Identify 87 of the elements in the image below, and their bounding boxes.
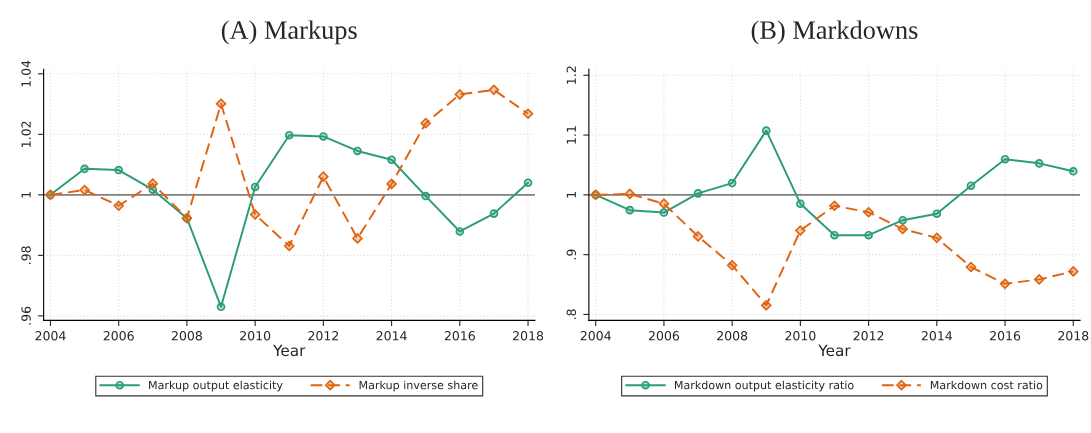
point	[830, 230, 839, 240]
x-axis-title: Year	[818, 344, 851, 357]
y-tick-label: .8	[566, 309, 577, 320]
x-axis-title: Year	[273, 344, 306, 357]
point	[284, 130, 294, 140]
point	[625, 205, 635, 215]
point	[829, 200, 840, 211]
point	[761, 126, 771, 135]
point	[387, 155, 396, 165]
point	[455, 227, 465, 236]
point	[216, 302, 226, 312]
x-tick-label: 2012	[853, 331, 884, 341]
x-tick-label: 2010	[240, 331, 271, 341]
point	[658, 198, 670, 209]
point	[898, 215, 908, 225]
y-tick-label: 1.04	[21, 60, 31, 87]
y-tick-label: .98	[21, 246, 31, 264]
point	[795, 225, 806, 236]
x-tick-label: 2004	[580, 331, 611, 341]
point	[727, 178, 737, 188]
point	[1033, 274, 1045, 285]
x-tick-label: 2014	[921, 331, 953, 341]
point	[999, 278, 1011, 290]
x-tick-label: 2018	[513, 331, 544, 341]
point	[1034, 159, 1044, 168]
y-tick-label: 1.2	[566, 66, 576, 84]
point	[319, 132, 328, 141]
point	[932, 209, 942, 218]
y-tick-label: 1	[21, 192, 31, 198]
point	[863, 206, 874, 218]
point	[420, 117, 431, 129]
x-tick-label: 2016	[444, 331, 475, 341]
point	[114, 165, 123, 175]
point	[965, 261, 977, 273]
point	[318, 171, 329, 182]
point	[966, 181, 976, 191]
y-tick-label: 1.1	[566, 126, 576, 144]
point	[79, 184, 90, 196]
legend-label: Markdown cost ratio	[930, 380, 1043, 390]
point	[726, 259, 738, 271]
x-tick-label: 2014	[376, 331, 407, 341]
point	[283, 240, 295, 252]
x-tick-label: 2008	[717, 331, 748, 341]
point	[421, 191, 430, 201]
point	[523, 178, 533, 188]
legend-label: Markdown output elasticity ratio	[674, 380, 854, 392]
chart-title: (A) Markups	[221, 20, 357, 45]
point	[624, 188, 636, 200]
point	[454, 89, 466, 100]
point	[897, 223, 908, 235]
x-tick-label: 2016	[990, 331, 1021, 341]
point	[1068, 266, 1079, 277]
point	[488, 84, 500, 96]
point	[147, 178, 159, 189]
point	[659, 208, 669, 217]
chart-title: (B) Markdowns	[751, 20, 918, 45]
x-tick-label: 2018	[1058, 331, 1089, 341]
x-tick-label: 2004	[35, 331, 66, 341]
point	[250, 182, 260, 192]
legend-label: Markup output elasticity	[149, 380, 283, 392]
point	[80, 164, 89, 174]
point	[386, 178, 397, 190]
x-tick-label: 2008	[171, 331, 202, 341]
legend-label: Markup inverse share	[359, 380, 478, 392]
point	[1000, 154, 1010, 164]
point	[931, 232, 943, 244]
point	[864, 230, 873, 240]
point	[353, 146, 362, 156]
y-tick-label: 1	[566, 192, 576, 198]
point	[489, 209, 499, 218]
point	[692, 231, 704, 242]
x-tick-label: 2010	[785, 331, 816, 341]
point	[796, 199, 805, 209]
point	[215, 98, 227, 110]
point	[522, 108, 534, 120]
point	[113, 200, 124, 211]
point	[352, 233, 363, 244]
x-tick-label: 2006	[648, 331, 680, 341]
point	[249, 209, 261, 220]
point	[761, 300, 772, 311]
point	[1068, 166, 1078, 176]
y-tick-label: 1.02	[21, 121, 31, 147]
x-tick-label: 2006	[103, 331, 134, 341]
y-tick-label: .96	[21, 306, 31, 325]
y-tick-label: .9	[566, 249, 577, 260]
point	[693, 189, 703, 198]
x-tick-label: 2012	[308, 331, 339, 341]
